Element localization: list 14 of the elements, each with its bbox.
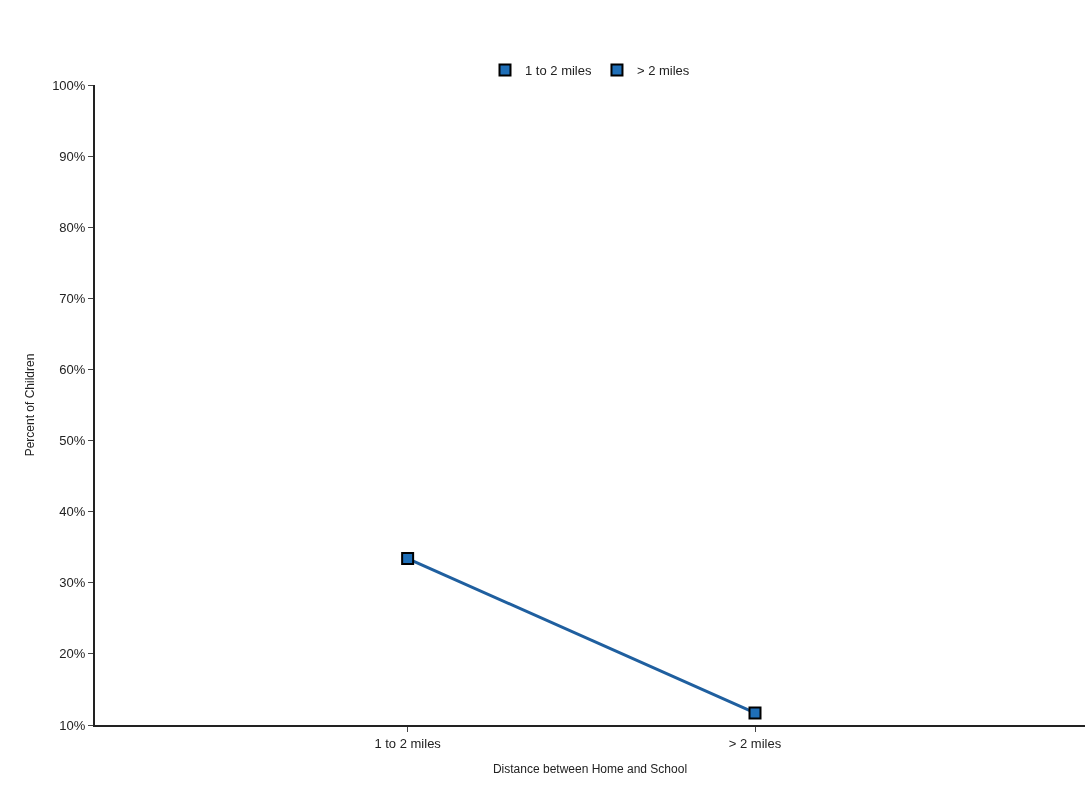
y-tick-label: 10% [59, 717, 86, 733]
y-tick-label: 30% [59, 575, 86, 591]
y-tick-label: 100% [52, 77, 86, 93]
y-tick-label: 20% [59, 646, 86, 662]
legend-label: > 2 miles [636, 63, 690, 79]
y-tick-label: 90% [59, 148, 86, 164]
x-axis-title: Distance between Home and School [492, 762, 688, 776]
legend-label: 1 to 2 miles [525, 63, 592, 79]
y-tick-label: 70% [59, 290, 86, 306]
y-tick-label: 50% [59, 433, 86, 449]
y-axis-title: Percent of Children [22, 353, 37, 457]
y-tick-label: 40% [59, 504, 86, 520]
y-tick-label: 60% [59, 361, 86, 377]
y-tick-label: 80% [59, 219, 86, 235]
